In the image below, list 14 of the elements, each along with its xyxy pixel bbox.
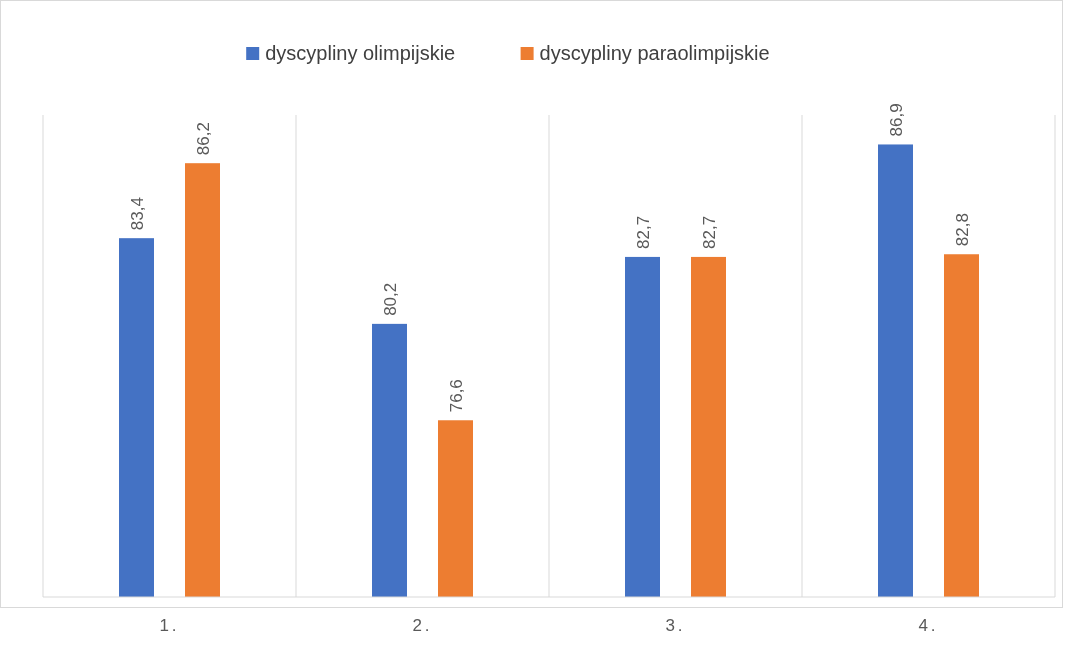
legend-label: dyscypliny olimpijskie bbox=[265, 42, 456, 64]
data-label: 82,7 bbox=[633, 215, 653, 249]
legend-label: dyscypliny paraolimpijskie bbox=[539, 42, 770, 64]
data-label: 80,2 bbox=[380, 282, 400, 316]
x-tick-label: 3. bbox=[665, 616, 686, 635]
x-tick-label: 1. bbox=[159, 616, 180, 635]
data-label: 82,7 bbox=[699, 215, 719, 249]
data-label: 82,8 bbox=[952, 213, 972, 247]
x-tick-label: 2. bbox=[412, 616, 433, 635]
data-label: 83,4 bbox=[127, 197, 147, 231]
x-tick-label: 4. bbox=[918, 616, 939, 635]
data-label: 76,6 bbox=[446, 379, 466, 413]
data-label: 86,9 bbox=[886, 103, 906, 137]
data-label: 86,2 bbox=[193, 122, 213, 156]
